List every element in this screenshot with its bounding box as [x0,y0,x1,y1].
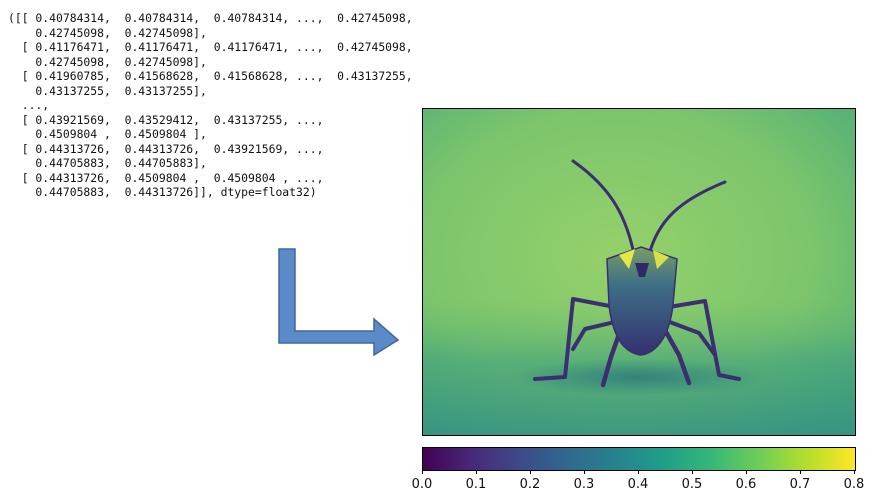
colorbar-tick-mark [692,470,693,474]
insect-shoulder-highlight [619,249,635,269]
colorbar-tick-label: 0.1 [465,477,487,492]
arrow-shape [278,248,400,357]
insect-head [635,263,649,277]
colorbar-tick-label: 0.2 [519,477,541,492]
colorbar-tick-label: 0.7 [789,477,811,492]
array-output-text: ([[ 0.40784314, 0.40784314, 0.40784314, … [8,11,413,199]
colorbar-tick-mark [530,470,531,474]
insect-shadow [508,359,768,395]
colorbar-tick-mark [800,470,801,474]
colorbar-gradient [423,448,855,470]
insect-body [606,246,678,356]
colorbar-tick-mark [854,470,855,474]
image-plot-panel [422,108,856,436]
bent-arrow-icon [278,248,400,357]
colorbar-tick-label: 0.4 [627,477,649,492]
colorbar-tick-label: 0.3 [573,477,595,492]
colorbar-tick-label: 0.6 [735,477,757,492]
colorbar-tick-label: 0.8 [843,477,865,492]
colorbar-tick-label: 0.0 [411,477,433,492]
colorbar-tick-mark [476,470,477,474]
insect-shoulder-highlight-right [653,250,669,269]
insect-image [423,109,855,435]
colorbar-tick-mark [422,470,423,474]
colorbar-tick-label: 0.5 [681,477,703,492]
colorbar-tick-mark [746,470,747,474]
colorbar [422,447,856,471]
colorbar-tick-mark [584,470,585,474]
colorbar-tick-mark [638,470,639,474]
